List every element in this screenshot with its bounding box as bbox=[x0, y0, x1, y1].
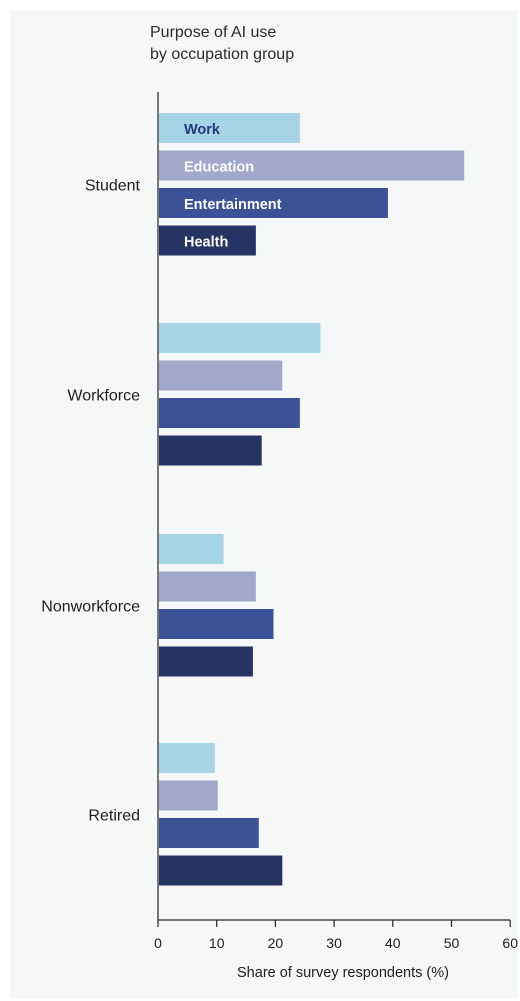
chart-title: Purpose of AI use by occupation group bbox=[150, 22, 294, 66]
category-label-workforce: Workforce bbox=[67, 387, 140, 404]
legend-label-education: Education bbox=[184, 160, 254, 176]
bar-retired-health bbox=[159, 855, 283, 886]
bar-student-education bbox=[159, 150, 465, 181]
bar-student-entertainment bbox=[159, 188, 388, 218]
x-tick-label-40: 40 bbox=[385, 935, 401, 951]
bars-layer: Work Education Entertainment Health bbox=[159, 113, 465, 886]
bar-retired-work bbox=[159, 743, 215, 773]
legend-label-health: Health bbox=[184, 235, 228, 251]
bar-student-work bbox=[159, 113, 300, 143]
bar-workforce-health bbox=[159, 435, 262, 466]
bar-retired-education bbox=[159, 780, 218, 811]
x-tick-label-0: 0 bbox=[154, 935, 162, 951]
category-labels-layer: Student Workforce Nonworkforce Retired bbox=[41, 177, 140, 824]
x-tick-label-20: 20 bbox=[268, 935, 284, 951]
x-tick-label-50: 50 bbox=[444, 935, 460, 951]
category-label-retired: Retired bbox=[88, 807, 140, 824]
legend-label-entertainment: Entertainment bbox=[184, 197, 282, 213]
x-tick-label-10: 10 bbox=[209, 935, 225, 951]
bar-retired-entertainment bbox=[159, 818, 259, 848]
bar-nonworkforce-education bbox=[159, 571, 256, 602]
bar-workforce-education bbox=[159, 360, 283, 391]
chart-title-line-2: by occupation group bbox=[150, 46, 295, 63]
bar-nonworkforce-health bbox=[159, 646, 253, 677]
bar-nonworkforce-entertainment bbox=[159, 609, 274, 639]
bar-nonworkforce-work bbox=[159, 534, 224, 564]
bar-workforce-work bbox=[159, 323, 321, 353]
x-ticks-layer: 0 10 20 30 40 50 60 bbox=[154, 920, 518, 951]
legend-label-work: Work bbox=[184, 122, 221, 138]
bar-workforce-entertainment bbox=[159, 398, 300, 428]
chart-title-line-1: Purpose of AI use bbox=[150, 24, 277, 41]
category-label-student: Student bbox=[85, 177, 141, 194]
bar-student-health bbox=[159, 225, 256, 256]
x-axis-title: Share of survey respondents (%) bbox=[237, 965, 449, 981]
category-label-nonworkforce: Nonworkforce bbox=[41, 598, 140, 615]
x-tick-label-60: 60 bbox=[502, 935, 518, 951]
x-tick-label-30: 30 bbox=[326, 935, 342, 951]
